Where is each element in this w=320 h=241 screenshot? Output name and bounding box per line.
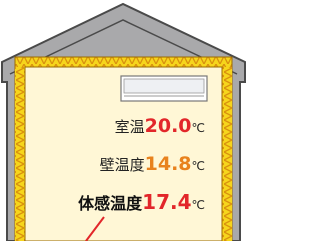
label-part: 14.8 — [145, 153, 192, 175]
label-part: 体感温度 — [78, 194, 143, 213]
label-part: 20.0 — [145, 115, 192, 137]
label-part: 17.4 — [142, 190, 191, 214]
label-part: 室温 — [115, 118, 145, 136]
felt-temp: 体感温度17.4℃ — [78, 190, 205, 214]
house-diagram: 室温20.0℃ 壁温度14.8℃ 体感温度17.4℃ — [0, 0, 247, 241]
room-temp: 室温20.0℃ — [115, 115, 205, 137]
label-part: ℃ — [192, 198, 205, 212]
air-conditioner — [121, 76, 207, 101]
label-part: ℃ — [192, 121, 205, 135]
label-part: ℃ — [192, 159, 205, 173]
wall-temp: 壁温度14.8℃ — [100, 153, 205, 175]
label-part: 壁温度 — [100, 156, 145, 174]
